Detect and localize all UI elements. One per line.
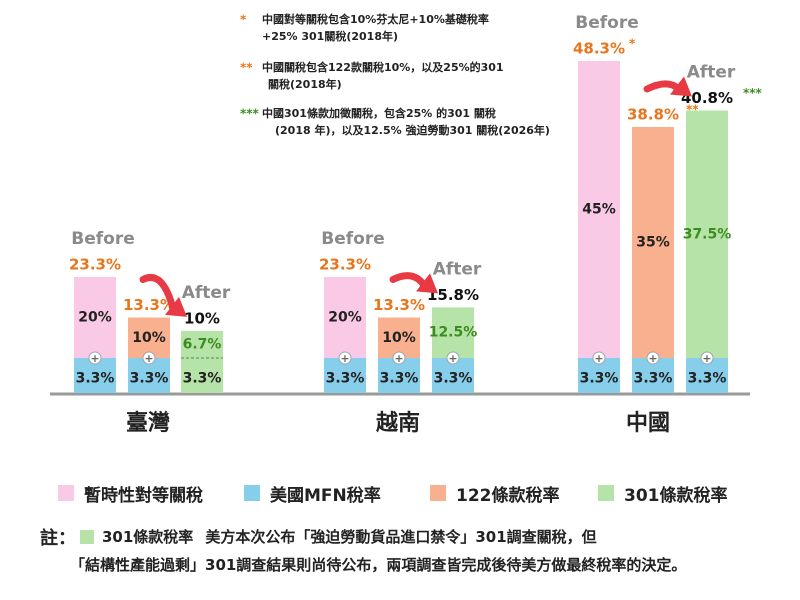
transition-arrowhead-icon xyxy=(416,273,438,294)
segment-label-mfn: 3.3% xyxy=(634,371,673,387)
plus-badge-sign: + xyxy=(448,352,457,365)
annotation-text: 中國對等關稅包含10%芬太尼+10%基礎稅率 xyxy=(262,12,489,26)
bar-segment-reciprocal xyxy=(74,277,116,358)
annotation-mark: *** xyxy=(240,107,260,121)
plus-badge-sign: + xyxy=(648,352,657,365)
annotation-text: +25% 301關稅(2018年) xyxy=(262,29,398,43)
segment-label-sec301: 6.7% xyxy=(183,336,222,352)
segment-label-sec301: 3.3% xyxy=(183,371,222,387)
chart-legend: 暫時性對等關稅 美國MFN稅率 122條款稅率 301條款稅率 xyxy=(58,481,758,506)
bar-caption-before: Before xyxy=(71,229,134,249)
bar-total-label: 13.3% xyxy=(373,296,425,314)
plus-badge-sign: + xyxy=(594,352,603,365)
bar-segment-reciprocal xyxy=(324,277,366,358)
group-label: 越南 xyxy=(375,411,420,436)
plus-badge-sign: + xyxy=(90,352,99,365)
plus-badge-sign: + xyxy=(340,352,349,365)
plus-badge-sign: + xyxy=(702,352,711,365)
plus-badge-icon xyxy=(446,351,460,365)
bar-segment-sec122 xyxy=(378,317,420,358)
segment-label-mfn: 3.3% xyxy=(76,371,115,387)
bar-total-label: 10% xyxy=(184,309,220,327)
footnote-key: 301條款稅率 xyxy=(102,528,194,546)
segment-label-mfn: 3.3% xyxy=(380,371,419,387)
footnote-line-1: 301條款稅率 美方本次公布「強迫勞動貨品進口禁令」301調查關稅，但 xyxy=(80,526,597,547)
bar-segment-sec301 xyxy=(432,307,474,358)
annotation-text: (2018 年)，以及12.5% 強迫勞動301 關稅(2026年) xyxy=(275,123,550,137)
transition-arrowhead-icon xyxy=(670,76,692,97)
segment-label-sec301: 37.5% xyxy=(683,226,732,242)
bar-segment-sec301 xyxy=(181,330,223,358)
legend-label-mfn: 美國MFN稅率 xyxy=(270,485,381,506)
legend-item-mfn: 美國MFN稅率 xyxy=(244,481,381,506)
bar-segment-reciprocal xyxy=(578,61,620,358)
legend-swatch-reciprocal xyxy=(58,485,74,501)
segment-label-sec301: 12.5% xyxy=(429,325,478,341)
footnote-prefix: 註： xyxy=(40,528,76,549)
annotation-text: 關稅(2018年) xyxy=(268,77,342,91)
bar-total-label: 48.3% xyxy=(573,40,625,58)
plus-badge-icon xyxy=(392,351,406,365)
group-label: 臺灣 xyxy=(126,411,170,436)
bar-caption-before: Before xyxy=(575,13,638,33)
legend-swatch-mfn xyxy=(244,485,260,501)
plus-badge-icon xyxy=(88,351,102,365)
legend-swatch-sec122 xyxy=(430,485,446,501)
tariff-chart: +3.3% 20% 23.3% Before +3.3% 10% 13.3% 3.3% 6.7%… xyxy=(50,12,763,436)
bar-total-label: 15.8% xyxy=(427,286,479,304)
bar-total-label: 23.3% xyxy=(69,256,121,274)
transition-arrow-icon xyxy=(643,80,682,93)
bar-caption-after: After xyxy=(182,283,231,303)
bar-caption-after: After xyxy=(687,63,736,83)
segment-label-mfn: 3.3% xyxy=(580,371,619,387)
bar-caption-after: After xyxy=(433,259,482,279)
footnote-swatch-sec301 xyxy=(80,529,94,544)
group-label: 中國 xyxy=(626,411,670,436)
plus-badge-icon xyxy=(338,351,352,365)
bar-total-label: 40.8% xyxy=(681,89,733,107)
legend-label-sec122: 122條款稅率 xyxy=(456,485,560,506)
legend-item-reciprocal: 暫時性對等關稅 xyxy=(58,481,203,506)
bar-total-mark: *** xyxy=(743,86,763,100)
legend-item-sec122: 122條款稅率 xyxy=(430,481,560,506)
annotation-text: 中國關稅包含122款關稅10%，以及25%的301 xyxy=(262,60,504,74)
segment-label-mfn: 3.3% xyxy=(130,371,169,387)
segment-label-sec122: 10% xyxy=(382,330,416,346)
plus-badge-icon xyxy=(700,351,714,365)
bar-caption-before: Before xyxy=(321,229,384,249)
plus-badge-sign: + xyxy=(144,352,153,365)
plus-badge-icon xyxy=(646,351,660,365)
bar-segment-sec122 xyxy=(632,127,674,358)
bar-segment-sec301 xyxy=(181,358,223,393)
footnote-line-2: 「結構性產能過剩」301調查結果則尚待公布，兩項調查皆完成後待美方做最終稅率的決… xyxy=(70,556,687,574)
annotation-mark: * xyxy=(240,13,247,27)
legend-label-reciprocal: 暫時性對等關稅 xyxy=(84,485,203,506)
transition-arrow-icon xyxy=(389,272,428,289)
transition-arrowhead-icon xyxy=(165,296,187,317)
bar-segment-sec301 xyxy=(686,110,728,358)
segment-label-sec122: 10% xyxy=(132,330,166,346)
bar-total-mark: * xyxy=(629,37,636,51)
bar-total-label: 13.3% xyxy=(123,296,175,314)
segment-label-reciprocal: 20% xyxy=(78,310,112,326)
legend-label-sec301: 301條款稅率 xyxy=(624,485,728,506)
footnote-text-1: 美方本次公布「強迫勞動貨品進口禁令」301調查關稅，但 xyxy=(205,528,597,546)
segment-label-reciprocal: 20% xyxy=(328,310,362,326)
annotation-text: 中國301條款加徵關稅，包含25% 的301 關稅 xyxy=(262,106,496,120)
legend-item-sec301: 301條款稅率 xyxy=(598,481,728,506)
segment-label-mfn: 3.3% xyxy=(434,371,473,387)
bar-total-label: 23.3% xyxy=(319,256,371,274)
segment-label-reciprocal: 45% xyxy=(582,202,616,218)
plus-badge-icon xyxy=(142,351,156,365)
segment-label-mfn: 3.3% xyxy=(326,371,365,387)
plus-badge-icon xyxy=(592,351,606,365)
bar-total-label: 38.8% xyxy=(627,106,679,124)
segment-label-sec122: 35% xyxy=(636,235,670,251)
transition-arrow-icon xyxy=(139,274,177,313)
annotation-mark: ** xyxy=(240,61,253,75)
legend-swatch-sec301 xyxy=(598,485,614,501)
bar-segment-sec122 xyxy=(128,317,170,358)
plus-badge-sign: + xyxy=(394,352,403,365)
segment-label-mfn: 3.3% xyxy=(688,371,727,387)
